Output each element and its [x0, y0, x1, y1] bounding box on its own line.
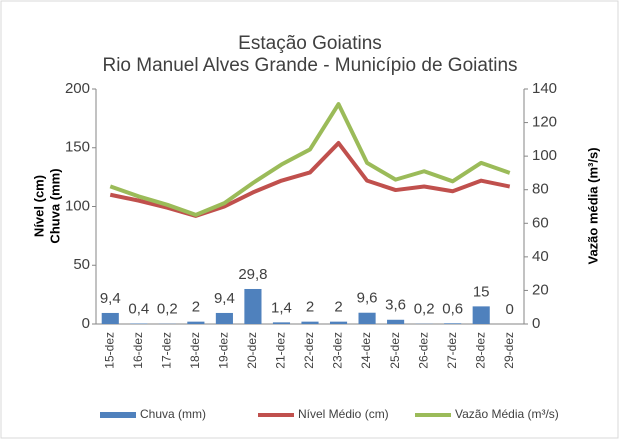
data-label: 0,4: [128, 300, 149, 317]
x-tick-label: 23-dez: [331, 332, 345, 369]
data-label: 0,6: [442, 300, 463, 317]
legend-label: Nível Médio (cm): [298, 407, 389, 421]
y2-tick-label: 80: [532, 181, 549, 198]
data-label: 2: [306, 299, 314, 316]
bar: [273, 322, 290, 324]
y2-tick-label: 100: [532, 147, 557, 164]
bar: [187, 322, 204, 324]
x-tick-label: 24-dez: [359, 332, 373, 369]
bar: [244, 289, 261, 324]
y2-tick-label: 120: [532, 114, 557, 131]
x-tick-label: 16-dez: [131, 332, 145, 369]
data-label: 1,4: [271, 299, 292, 316]
x-tick-label: 19-dez: [217, 332, 231, 369]
x-tick-label: 18-dez: [188, 332, 202, 369]
y-axis-label: Nível (cm): [31, 175, 46, 237]
y2-tick-label: 60: [532, 214, 549, 231]
bar: [387, 320, 404, 324]
data-label: 0: [506, 301, 514, 318]
y-tick-label: 50: [73, 256, 90, 273]
y-tick-label: 100: [65, 197, 90, 214]
y-tick-label: 0: [82, 315, 90, 332]
bar: [444, 323, 461, 324]
y-tick-label: 150: [65, 139, 90, 156]
x-tick-label: 27-dez: [445, 332, 459, 369]
y2-tick-label: 20: [532, 281, 549, 298]
legend-label: Vazão Média (m³/s): [455, 407, 559, 421]
bar: [102, 313, 119, 324]
x-tick-label: 20-dez: [245, 332, 259, 369]
data-label: 0,2: [157, 301, 178, 318]
data-label: 9,4: [214, 290, 235, 307]
x-tick-label: 21-dez: [274, 332, 288, 369]
legend-label: Chuva (mm): [140, 407, 206, 421]
x-tick-label: 29-dez: [502, 332, 516, 369]
data-label: 0,2: [414, 301, 435, 318]
y2-axis-label: Vazão média (m³/s): [585, 147, 600, 264]
chart-title: Estação Goiatins: [238, 33, 382, 54]
chart-subtitle: Rio Manuel Alves Grande - Município de G…: [102, 55, 517, 76]
bar: [473, 306, 490, 324]
data-label: 15: [473, 283, 490, 300]
y2-tick-label: 0: [532, 315, 540, 332]
y2-tick-label: 140: [532, 80, 557, 97]
y2-tick-label: 40: [532, 248, 549, 265]
bar: [359, 313, 376, 324]
data-label: 29,8: [238, 266, 267, 283]
x-tick-label: 28-dez: [473, 332, 487, 369]
x-tick-label: 22-dez: [302, 332, 316, 369]
legend-swatch: [100, 412, 136, 418]
data-label: 2: [192, 299, 200, 316]
data-label: 3,6: [385, 297, 406, 314]
bar: [301, 322, 318, 324]
bar: [330, 322, 347, 324]
x-tick-label: 15-dez: [102, 332, 116, 369]
bar: [216, 313, 233, 324]
data-label: 2: [334, 299, 342, 316]
x-tick-label: 17-dez: [160, 332, 174, 369]
y-axis-label: Chuva (mm): [47, 168, 62, 243]
data-label: 9,6: [357, 290, 378, 307]
data-label: 9,4: [100, 290, 121, 307]
x-tick-label: 25-dez: [388, 332, 402, 369]
y-tick-label: 200: [65, 80, 90, 97]
x-tick-label: 26-dez: [416, 332, 430, 369]
